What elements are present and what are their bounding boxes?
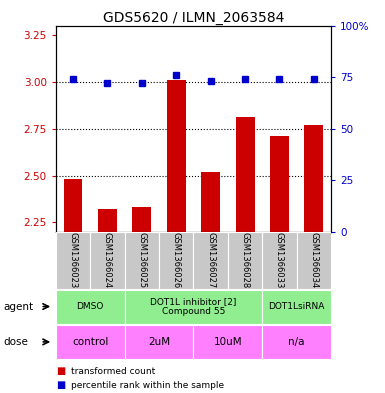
Bar <box>125 325 194 359</box>
Bar <box>194 325 262 359</box>
Bar <box>90 232 125 289</box>
Bar <box>297 232 331 289</box>
Text: dose: dose <box>4 337 29 347</box>
Bar <box>98 209 117 232</box>
Text: GSM1366034: GSM1366034 <box>310 232 318 288</box>
Text: GSM1366028: GSM1366028 <box>241 232 249 288</box>
Bar <box>194 232 228 289</box>
Bar <box>125 232 159 289</box>
Text: DMSO: DMSO <box>77 302 104 311</box>
Text: GSM1366024: GSM1366024 <box>103 232 112 288</box>
Title: GDS5620 / ILMN_2063584: GDS5620 / ILMN_2063584 <box>103 11 284 24</box>
Bar <box>262 290 331 323</box>
Text: 10uM: 10uM <box>214 337 242 347</box>
Bar <box>236 118 254 232</box>
Text: agent: agent <box>4 301 34 312</box>
Bar <box>159 232 194 289</box>
Text: 2uM: 2uM <box>148 337 170 347</box>
Bar <box>56 290 125 323</box>
Bar <box>125 290 262 323</box>
Text: DOT1L inhibitor [2]
Compound 55: DOT1L inhibitor [2] Compound 55 <box>150 297 237 316</box>
Bar <box>56 232 90 289</box>
Text: percentile rank within the sample: percentile rank within the sample <box>71 381 224 389</box>
Text: ■: ■ <box>56 380 65 390</box>
Bar <box>56 325 125 359</box>
Bar <box>132 208 151 232</box>
Text: GSM1366033: GSM1366033 <box>275 232 284 288</box>
Bar <box>167 80 186 232</box>
Text: transformed count: transformed count <box>71 367 156 376</box>
Bar <box>262 325 331 359</box>
Text: GSM1366023: GSM1366023 <box>69 232 77 288</box>
Text: GSM1366027: GSM1366027 <box>206 232 215 288</box>
Text: GSM1366026: GSM1366026 <box>172 232 181 288</box>
Text: DOT1LsiRNA: DOT1LsiRNA <box>268 302 325 311</box>
Bar <box>270 136 289 232</box>
Text: n/a: n/a <box>288 337 305 347</box>
Text: ■: ■ <box>56 366 65 376</box>
Bar <box>305 125 323 232</box>
Bar <box>262 232 297 289</box>
Text: GSM1366025: GSM1366025 <box>137 232 146 288</box>
Text: control: control <box>72 337 109 347</box>
Bar <box>64 179 82 232</box>
Bar <box>201 172 220 232</box>
Bar <box>228 232 262 289</box>
